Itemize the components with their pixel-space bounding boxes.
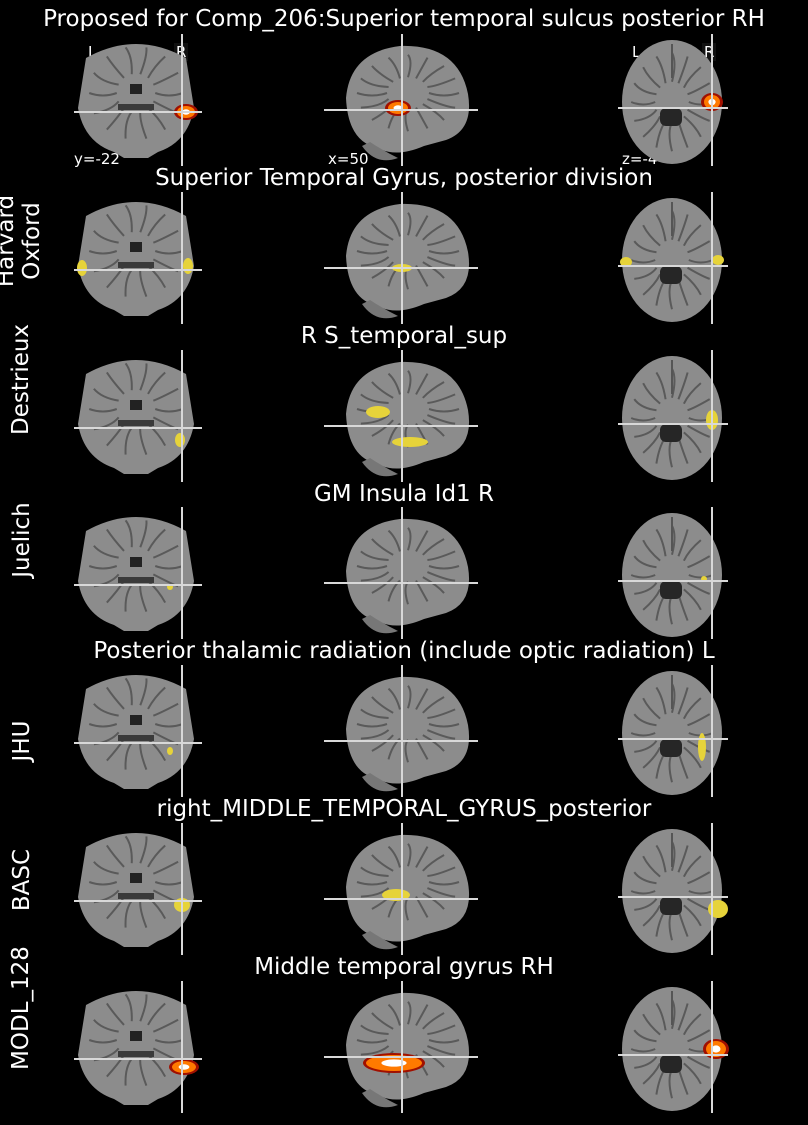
region-title-destrieux: R S_temporal_sup	[300, 323, 508, 349]
coronal-slice-row-0	[74, 34, 202, 166]
left-marker-axial: L	[632, 43, 641, 61]
axial-slice-row-5	[618, 823, 728, 955]
atlas-label-jhu: JHU	[9, 720, 35, 762]
region-title-harvard-oxford: Superior Temporal Gyrus, posterior divis…	[155, 165, 653, 191]
left-marker-coronal: L	[88, 43, 97, 61]
axial-slice-row-4	[618, 665, 728, 797]
coronal-slice-row-4	[74, 665, 202, 797]
sagittal-slice-row-5	[324, 823, 478, 955]
region-title-juelich: GM Insula Id1 R	[313, 481, 494, 507]
axial-slice-row-6	[618, 981, 729, 1113]
sagittal-slice-row-6	[324, 981, 478, 1113]
atlas-label-basc: BASC	[9, 848, 35, 912]
region-title-basc: right_MIDDLE_TEMPORAL_GYRUS_posterior	[156, 796, 652, 822]
atlas-label-modl: MODL_128	[8, 946, 34, 1070]
sagittal-slice-row-2	[324, 350, 478, 482]
sagittal-coordinate: x=50	[328, 150, 369, 168]
coronal-slice-row-6	[74, 981, 202, 1113]
atlas-label-line1: Harvard	[0, 194, 19, 288]
sagittal-slice-row-1	[324, 192, 478, 324]
atlas-label-line2: Oxford	[19, 202, 45, 280]
axial-slice-row-2	[618, 350, 728, 482]
region-title-jhu: Posterior thalamic radiation (include op…	[93, 638, 715, 664]
coronal-slice-row-3	[74, 507, 202, 639]
atlas-label-juelich: Juelich	[9, 502, 35, 578]
sagittal-slice-row-4	[324, 665, 478, 797]
region-title-modl: Middle temporal gyrus RH	[254, 954, 554, 980]
atlas-label-harvard-oxford: Harvard Oxford	[0, 191, 45, 291]
axial-slice-row-0	[618, 34, 728, 166]
coronal-slice-row-5	[74, 823, 202, 955]
figure-title: Proposed for Comp_206:Superior temporal …	[43, 6, 765, 32]
coronal-coordinate: y=-22	[74, 150, 120, 168]
coronal-slice-row-1	[74, 192, 202, 324]
axial-slice-row-1	[618, 192, 728, 324]
sagittal-slice-row-0	[324, 34, 478, 166]
atlas-label-destrieux: Destrieux	[8, 323, 34, 435]
sagittal-slice-row-3	[324, 507, 478, 639]
coronal-slice-row-2	[74, 350, 202, 482]
axial-slice-row-3	[618, 507, 728, 639]
